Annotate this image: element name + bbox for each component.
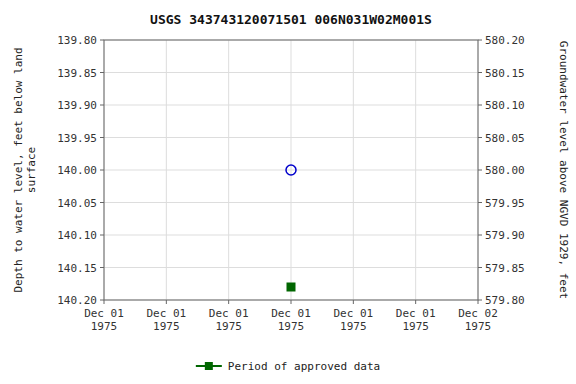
- marks: [286, 165, 296, 291]
- y-tick-label: 140.05: [57, 197, 97, 210]
- title: USGS 343743120071501 006N031W02M001S: [150, 12, 432, 27]
- x-tick-label: Dec 011975: [271, 307, 311, 333]
- y-tick-label: 140.15: [57, 262, 97, 275]
- x-tick: [104, 300, 105, 304]
- y-axis-label: Depth to water level, feet below landsur…: [12, 47, 38, 292]
- grid-line: [291, 40, 292, 300]
- text-line: 1975: [465, 320, 492, 333]
- y-tick-label: 139.85: [57, 67, 97, 80]
- point: [286, 165, 296, 175]
- y-tick-label: 139.90: [57, 99, 97, 112]
- y-tick: [100, 300, 104, 301]
- y2-tick: [478, 170, 482, 171]
- text-line: 1975: [278, 320, 305, 333]
- text-line: Dec 01: [146, 307, 186, 320]
- text-line: 1975: [402, 320, 429, 333]
- text-line: Dec 01: [271, 307, 311, 320]
- x-tick: [166, 300, 167, 304]
- y-tick: [100, 40, 104, 41]
- y2-tick-label: 580.20: [485, 34, 525, 47]
- text-line: Dec 01: [209, 307, 249, 320]
- y-tick-label: 140.20: [57, 294, 97, 307]
- point: [287, 283, 295, 291]
- y2-tick-label: 579.90: [485, 229, 525, 242]
- y2-tick-label: 580.05: [485, 132, 525, 145]
- y-tick: [100, 137, 104, 138]
- legend: Period of approved data: [196, 360, 380, 373]
- y-tick-label: 140.00: [57, 164, 97, 177]
- text-line: 1975: [340, 320, 367, 333]
- x-tick-label: Dec 011975: [84, 307, 124, 333]
- y-tick: [100, 235, 104, 236]
- text-line: 1975: [215, 320, 242, 333]
- x-tick: [415, 300, 416, 304]
- x-tick: [291, 300, 292, 304]
- text-line: 1975: [91, 320, 118, 333]
- y2-tick: [478, 267, 482, 268]
- text-line: 1975: [153, 320, 180, 333]
- y-tick: [100, 202, 104, 203]
- chart: 139.80 139.85 139.90 139.95 140.00 140.05 140.…: [0, 0, 576, 384]
- y-tick: [100, 170, 104, 171]
- y2-axis-label: Groundwater level above NGVD 1929, feet: [557, 41, 570, 299]
- y2-tick: [478, 72, 482, 73]
- y-tick-label: 139.80: [57, 34, 97, 47]
- x-tick-label: Dec 011975: [146, 307, 186, 333]
- text-line: Dec 01: [396, 307, 436, 320]
- text-line: Dec 02: [458, 307, 498, 320]
- y2-tick: [478, 137, 482, 138]
- x-tick-label: Dec 011975: [333, 307, 373, 333]
- y-tick: [100, 105, 104, 106]
- legend-swatch: [205, 362, 213, 370]
- y2-tick: [478, 40, 482, 41]
- x-tick: [228, 300, 229, 304]
- y2-tick-label: 580.00: [485, 164, 525, 177]
- text-line: Dec 01: [84, 307, 124, 320]
- plot-frame: [104, 40, 478, 300]
- x-tick-label: Dec 011975: [396, 307, 436, 333]
- y2-tick-label: 579.85: [485, 262, 525, 275]
- y2-tick-label: 579.95: [485, 197, 525, 210]
- y2-tick: [478, 300, 482, 301]
- y2-tick-label: 579.80: [485, 294, 525, 307]
- y2-tick: [478, 235, 482, 236]
- grid: [104, 40, 478, 300]
- x-tick: [353, 300, 354, 304]
- grid-line: [228, 40, 229, 300]
- y2-tick-label: 580.10: [485, 99, 525, 112]
- x-tick-label: Dec 021975: [458, 307, 498, 333]
- legend-label: Period of approved data: [228, 360, 380, 373]
- y-tick: [100, 72, 104, 73]
- y-tick: [100, 267, 104, 268]
- y2-tick: [478, 105, 482, 106]
- x-tick-label: Dec 011975: [209, 307, 249, 333]
- text-line: Groundwater level above NGVD 1929, feet: [557, 41, 570, 299]
- y-tick-label: 140.10: [57, 229, 97, 242]
- y2-tick: [478, 202, 482, 203]
- y2-tick-label: 580.15: [485, 67, 525, 80]
- text-line: Depth to water level, feet below land: [12, 47, 25, 292]
- x-tick: [478, 300, 479, 304]
- grid-line: [353, 40, 354, 300]
- text-line: Dec 01: [333, 307, 373, 320]
- y-tick-label: 139.95: [57, 132, 97, 145]
- grid-line: [166, 40, 167, 300]
- legend-item: Period of approved data: [196, 360, 380, 373]
- grid-line: [415, 40, 416, 300]
- text-line: surface: [25, 147, 38, 193]
- plot-area: [104, 40, 478, 300]
